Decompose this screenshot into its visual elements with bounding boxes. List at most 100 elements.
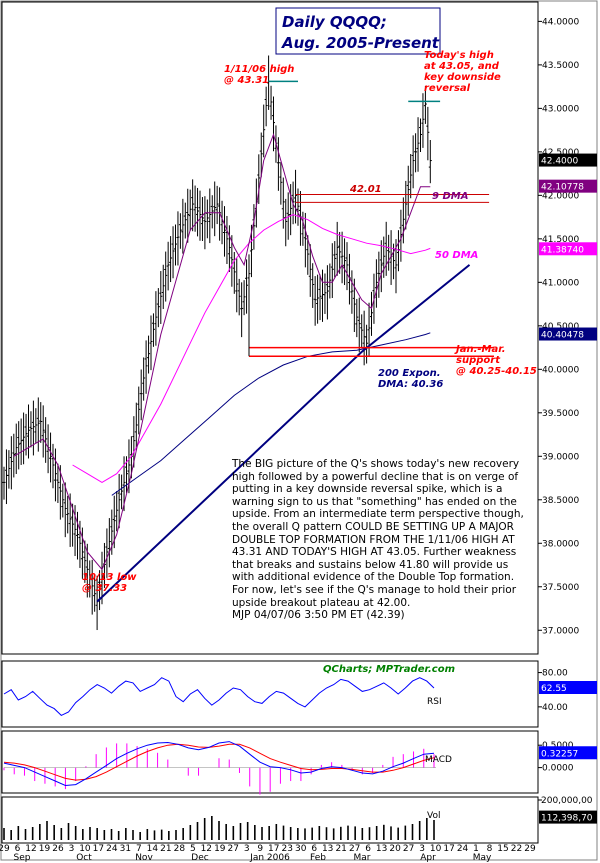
annotation-oct-low: 10/13 low @ 37.33	[82, 572, 137, 594]
y-tick-label: 38.5000	[542, 496, 579, 506]
x-day-label: 3	[244, 844, 250, 854]
y-tick-label: 40.0000	[542, 365, 579, 375]
rsi-panel	[1, 660, 539, 728]
x-day-label: 31	[120, 844, 131, 854]
volume-value-badge-label: 112,398,70	[541, 814, 593, 824]
x-day-label: 28	[174, 844, 186, 854]
commentary-body: The BIG picture of the Q's shows today's…	[232, 458, 524, 609]
rsi-tick-label: 40.00	[542, 703, 568, 713]
rsi-tick-label: 80.00	[542, 669, 568, 679]
annotation-9dma: 9 DMA	[432, 191, 468, 202]
x-day-label: 24	[106, 844, 118, 854]
y-tick-label: 42.5000	[542, 148, 579, 158]
y-tick-label: 39.0000	[542, 452, 579, 462]
y-tick-label: 37.0000	[542, 626, 579, 636]
ema200-line	[111, 332, 431, 496]
macd-panel	[1, 730, 539, 794]
x-day-label: 19	[39, 844, 51, 854]
axis-layer: 37.0000 37.5000 38.0000 38.5000 39.0000 39.50…	[0, 17, 597, 863]
x-day-label: 27	[403, 844, 414, 854]
x-day-label: 6	[15, 844, 21, 854]
annotation-plateau-level: 42.01	[349, 184, 382, 195]
price-layer	[2, 55, 494, 631]
analyst-commentary: The BIG picture of the Q's shows today's…	[232, 458, 532, 622]
indicator-layer: RSI MACD Vol	[3, 677, 452, 840]
x-day-label: 22	[511, 844, 522, 854]
y-tick-label: 37.5000	[542, 583, 579, 593]
y-tick-label: 42.0000	[542, 191, 579, 201]
macd-tick-label: 0.5000	[542, 741, 574, 751]
x-day-label: 21	[160, 844, 171, 854]
axis-value-badge	[539, 242, 597, 256]
rsi-value-badge-label: 62.55	[541, 684, 567, 694]
macd-value-badge-label: 0.32257	[541, 749, 578, 759]
x-month-label: Feb	[310, 853, 326, 863]
y-tick-label: 41.0000	[542, 278, 579, 288]
y-tick-label: 39.5000	[542, 409, 579, 419]
y-tick-label: 38.0000	[542, 539, 579, 549]
uptrend-line	[96, 264, 471, 603]
x-day-label: 13	[376, 844, 387, 854]
macd-tick-label: 0.0000	[542, 764, 574, 774]
x-day-label: 12	[201, 844, 212, 854]
x-day-label: 27	[349, 844, 360, 854]
x-month-label: May	[473, 853, 492, 863]
volume-panel	[1, 796, 539, 844]
ma50-line	[72, 213, 431, 483]
x-month-label: Sep	[14, 853, 31, 863]
x-day-label: 20	[389, 844, 401, 854]
x-month-label: Mar	[354, 853, 371, 863]
x-day-label: 30	[295, 844, 307, 854]
title-box	[275, 7, 441, 55]
x-day-label: 29	[0, 844, 10, 854]
y-tick-label: 43.5000	[542, 61, 579, 71]
x-day-label: 26	[52, 844, 64, 854]
x-day-label: 9	[257, 844, 263, 854]
x-day-label: 14	[147, 844, 159, 854]
x-day-label: 3	[419, 844, 425, 854]
y-tick-label: 40.5000	[542, 322, 579, 332]
chart-credit: QCharts; MPTrader.com	[323, 664, 455, 675]
chart-title: Daily QQQQ;	[282, 13, 387, 31]
x-day-label: 17	[93, 844, 104, 854]
x-day-label: 24	[457, 844, 469, 854]
x-month-label: Dec	[191, 853, 208, 863]
x-day-label: 7	[136, 844, 142, 854]
x-day-label: 10	[430, 844, 442, 854]
macd-line	[3, 741, 435, 787]
x-day-label: 29	[524, 844, 536, 854]
commentary-signature: MJP 04/07/06 3:50 PM ET (42.39)	[232, 609, 405, 622]
volume-label: Vol	[427, 811, 440, 821]
rsi-value-badge	[539, 681, 597, 694]
y-tick-label: 43.0000	[542, 104, 579, 114]
x-day-label: 17	[443, 844, 454, 854]
annotation-today-high: Today's high at 43.05, and key downside rev…	[424, 50, 501, 94]
x-day-label: 15	[497, 844, 508, 854]
axis-value-badge-label: 40.40478	[541, 331, 584, 341]
x-day-label: 13	[322, 844, 333, 854]
x-month-label: Nov	[135, 853, 153, 863]
x-month-label: Oct	[76, 853, 92, 863]
volume-tick-label: 200,000,00	[541, 796, 593, 806]
macd-label: MACD	[425, 755, 452, 765]
ma9-line	[13, 132, 431, 571]
y-tick-label: 41.5000	[542, 235, 579, 245]
annotation-jan-high: 1/11/06 high @ 43.31	[224, 64, 294, 86]
rsi-label: RSI	[427, 697, 442, 707]
axis-value-badge-label: 42.10778	[541, 183, 584, 193]
x-day-label: 17	[268, 844, 279, 854]
rsi-line	[3, 677, 435, 716]
chart-subtitle: Aug. 2005-Present	[281, 34, 440, 52]
axis-value-badge	[539, 327, 597, 341]
x-day-label: 19	[214, 844, 226, 854]
x-month-label: Apr	[420, 853, 436, 863]
axis-value-badge	[539, 179, 597, 193]
x-month-label: Jan 2006	[249, 853, 290, 863]
annotation-50dma: 50 DMA	[435, 250, 478, 261]
x-day-label: 6	[365, 844, 371, 854]
x-day-label: 27	[228, 844, 239, 854]
annotation-support: Jan.-Mar. support @ 40.25-40.15	[454, 344, 537, 377]
x-day-label: 12	[25, 844, 36, 854]
